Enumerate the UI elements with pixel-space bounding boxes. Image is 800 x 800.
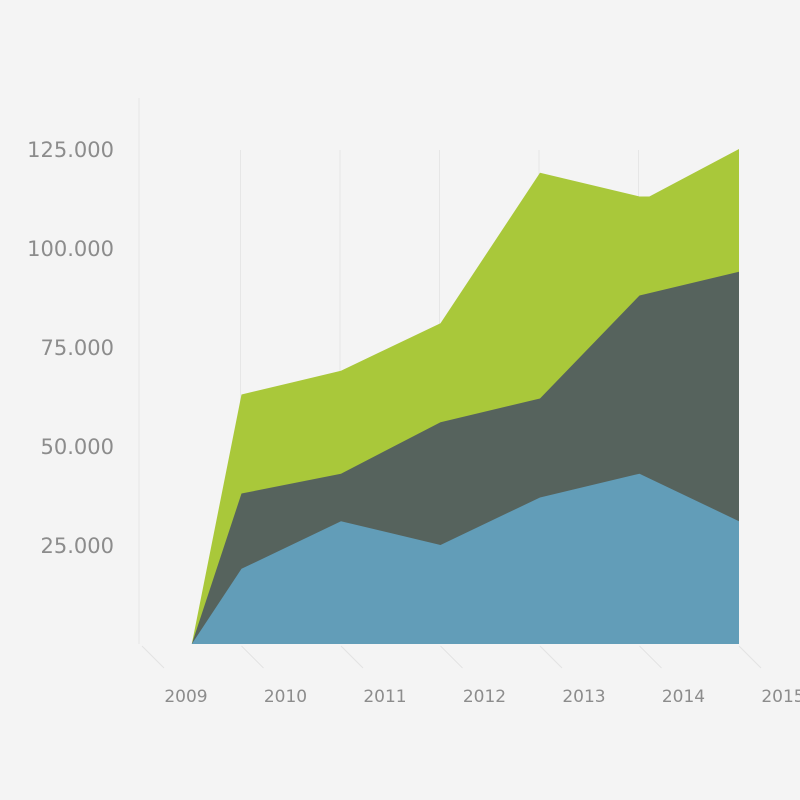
x-tick-mark <box>738 645 762 669</box>
y-axis: 25.000 50.000 75.000 100.000 125.000 <box>27 138 114 558</box>
y-tick-label: 50.000 <box>41 435 114 459</box>
x-tick-mark <box>440 645 463 669</box>
x-axis: 2009 2010 2011 2012 2013 2014 2015 <box>141 645 800 707</box>
x-tick-label: 2011 <box>363 687 406 707</box>
y-tick-label: 25.000 <box>41 534 114 558</box>
x-tick-mark <box>241 645 264 669</box>
y-tick-label: 75.000 <box>41 336 114 360</box>
x-tick-mark <box>639 645 662 669</box>
x-tick-mark <box>539 645 563 669</box>
x-tick-mark <box>340 645 364 669</box>
x-tick-label: 2013 <box>562 687 605 707</box>
x-tick-label: 2010 <box>264 687 307 707</box>
y-tick-label: 125.000 <box>27 138 114 162</box>
y-tick-label: 100.000 <box>27 237 114 261</box>
x-tick-label: 2014 <box>662 687 705 707</box>
x-tick-label: 2012 <box>463 687 506 707</box>
area-layer <box>142 149 739 644</box>
x-tick-mark <box>141 645 165 669</box>
x-tick-label: 2009 <box>164 687 207 707</box>
area-series-1 <box>142 473 739 644</box>
x-tick-label: 2015 <box>761 687 800 707</box>
